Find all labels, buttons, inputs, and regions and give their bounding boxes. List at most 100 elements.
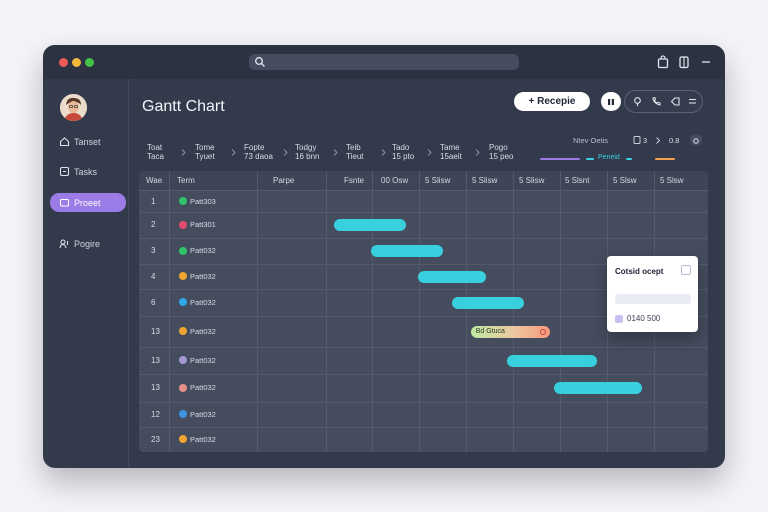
phone-icon[interactable] xyxy=(651,96,662,107)
pause-icon xyxy=(608,98,614,105)
gantt-task-bar[interactable] xyxy=(371,245,443,257)
table-row-divider xyxy=(139,212,708,213)
sidebar-item-tanset[interactable]: Tanset xyxy=(50,132,126,151)
gantt-milestone-bar[interactable]: Bd Gtuca xyxy=(470,325,550,338)
task-icon xyxy=(59,166,70,177)
table-row[interactable]: Patt032 xyxy=(179,435,216,444)
popup-value: 0140 500 xyxy=(627,314,661,323)
table-row[interactable]: Patt032 xyxy=(179,383,216,392)
page-title: Gantt Chart xyxy=(142,98,225,115)
table-row[interactable]: Patt032 xyxy=(179,272,216,281)
grid-column-line xyxy=(419,171,420,452)
gantt-task-bar[interactable] xyxy=(417,270,486,283)
table-row[interactable]: Patt032 xyxy=(179,410,216,419)
filter-value: Tyuet xyxy=(195,152,215,161)
column-header: 5 Slisw xyxy=(519,176,545,185)
grid-column-line xyxy=(169,171,170,452)
avatar-icon xyxy=(60,94,87,121)
sidebar: Tanset Tasks Proeet Pogire xyxy=(43,79,129,468)
toolbar-icon-group xyxy=(624,90,703,113)
task-name: Patt032 xyxy=(190,355,216,365)
filter-value: Taca xyxy=(147,152,164,161)
filter-label: Tado xyxy=(392,143,410,152)
gantt-task-bar[interactable] xyxy=(554,382,642,394)
minimize-window-button[interactable] xyxy=(72,58,81,67)
add-recepie-button[interactable]: + Recepie xyxy=(514,92,590,111)
chevron-right-icon[interactable] xyxy=(655,137,661,144)
gantt-task-bar[interactable] xyxy=(507,354,598,367)
search-icon xyxy=(255,57,265,67)
sidebar-item-label: Tasks xyxy=(74,166,98,177)
table-row[interactable]: Patt032 xyxy=(179,246,216,255)
maximize-window-button[interactable] xyxy=(85,58,94,67)
pause-button[interactable] xyxy=(601,92,621,111)
menu-icon[interactable] xyxy=(698,54,714,70)
settings-button[interactable] xyxy=(690,134,702,146)
status-dot-icon xyxy=(179,327,187,335)
table-row[interactable]: Patt032 xyxy=(179,298,216,307)
table-row[interactable]: Patt032 xyxy=(179,356,216,365)
close-window-button[interactable] xyxy=(59,58,68,67)
popup-field[interactable] xyxy=(615,294,691,304)
tag-icon[interactable] xyxy=(670,96,681,107)
sidebar-item-tasks[interactable]: Tasks xyxy=(50,162,126,181)
status-dot-icon xyxy=(179,435,187,443)
gantt-task-bar[interactable] xyxy=(333,219,407,231)
legend-label: Peneid xyxy=(598,154,620,161)
pin-icon[interactable] xyxy=(632,96,643,107)
bag-icon[interactable] xyxy=(655,54,671,70)
sidebar-item-label: Proeet xyxy=(74,197,101,208)
avatar[interactable] xyxy=(60,94,87,121)
table-row-divider xyxy=(139,374,708,375)
chevron-right-icon xyxy=(181,149,186,156)
grid-column-line xyxy=(513,171,514,452)
task-name: Patt032 xyxy=(190,409,216,419)
project-icon xyxy=(59,198,70,207)
filter-toat[interactable]: Toat Taca xyxy=(147,143,164,161)
sidebar-item-pogire[interactable]: Pogire xyxy=(50,234,126,253)
value-icon xyxy=(615,314,623,323)
task-name: Patt032 xyxy=(190,326,216,336)
search-input[interactable] xyxy=(249,54,519,70)
filter-label: Tome xyxy=(195,143,215,152)
column-header: 5 Slsw xyxy=(613,176,637,185)
column-header: Wae xyxy=(146,176,163,185)
table-row[interactable]: Patt303 xyxy=(179,197,216,206)
filter-fopte[interactable]: Fopte 73 daoa xyxy=(244,143,273,161)
row-number: 6 xyxy=(151,297,156,307)
task-detail-popup[interactable]: Cotsid ocept 0140 500 xyxy=(607,256,698,332)
task-name: Patt032 xyxy=(190,271,216,281)
row-number: 13 xyxy=(151,326,160,336)
filter-pogo[interactable]: Pogo 15 peo xyxy=(489,143,513,161)
sidebar-item-proeet[interactable]: Proeet xyxy=(50,193,126,212)
close-icon[interactable] xyxy=(681,265,691,275)
home-icon xyxy=(59,137,70,147)
filter-label: Pogo xyxy=(489,143,508,152)
legend-line-cyan xyxy=(586,158,594,160)
table-row[interactable]: Patt032 xyxy=(179,327,216,336)
filter-todgy[interactable]: Todgy 16 bnn xyxy=(295,143,319,161)
filter-teib[interactable]: Teib Tieut xyxy=(346,143,364,161)
filter-tado[interactable]: Tado 15 pto xyxy=(392,143,414,161)
filter-label: Fopte xyxy=(244,143,265,152)
page-icon[interactable] xyxy=(676,54,692,70)
gantt-task-bar[interactable] xyxy=(452,296,524,309)
copy-icon[interactable] xyxy=(632,135,642,145)
status-dot-icon xyxy=(179,298,187,306)
filter-tame[interactable]: Tame 15aeit xyxy=(440,143,462,161)
task-name: Patt301 xyxy=(190,220,216,229)
chevron-right-icon xyxy=(283,149,288,156)
column-header: 5 Slisw xyxy=(425,176,451,185)
status-dot-icon xyxy=(179,220,187,229)
table-row[interactable]: Patt301 xyxy=(179,220,216,229)
task-name: Patt032 xyxy=(190,246,216,255)
grid-column-line xyxy=(560,171,561,452)
filter-value: 15 pto xyxy=(392,152,415,161)
sidebar-item-label: Pogire xyxy=(74,238,101,249)
filter-label: Teib xyxy=(346,143,361,152)
lines-icon[interactable] xyxy=(687,96,698,107)
bar-label: Bd Gtuca xyxy=(475,328,505,335)
filter-tome[interactable]: Tome Tyuet xyxy=(195,143,215,161)
row-number: 13 xyxy=(151,355,160,365)
grid-column-line xyxy=(326,171,327,452)
